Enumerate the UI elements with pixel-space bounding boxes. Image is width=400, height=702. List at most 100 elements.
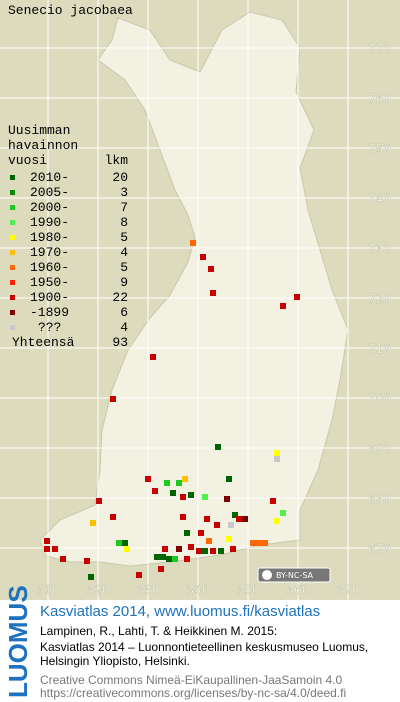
legend-heading: Uusimman <box>8 123 70 138</box>
legend-count: 9 <box>120 275 128 290</box>
citation: Helsingin Yliopisto, Helsinki. <box>40 654 190 668</box>
observation <box>90 520 96 526</box>
legend-total-label: Yhteensä <box>12 335 75 350</box>
observation <box>182 476 188 482</box>
observation <box>44 546 50 552</box>
grid-label: 720 <box>368 292 391 306</box>
observation <box>122 540 128 546</box>
observation <box>162 546 168 552</box>
observation <box>166 556 172 562</box>
observation <box>84 558 90 564</box>
legend-swatch <box>10 205 15 210</box>
observation <box>232 512 238 518</box>
observation <box>236 516 242 522</box>
legend-swatch <box>10 295 15 300</box>
grid-label: 330 <box>137 583 160 597</box>
grid-label: 760 <box>368 92 391 106</box>
observation <box>116 540 122 546</box>
observation <box>150 354 156 360</box>
observation <box>230 546 236 552</box>
brand: LUOMUS <box>3 585 33 698</box>
legend-swatch <box>10 190 15 195</box>
legend-label: 1990- <box>30 215 69 230</box>
observation <box>172 556 178 562</box>
observation <box>184 530 190 536</box>
grid-label: 690 <box>368 442 391 456</box>
observation <box>262 540 268 546</box>
grid-label: 340 <box>187 583 210 597</box>
observation <box>202 494 208 500</box>
observation <box>204 516 210 522</box>
legend-heading: lkm <box>105 153 129 168</box>
observation <box>176 480 182 486</box>
observation <box>160 554 166 560</box>
legend-swatch <box>10 280 15 285</box>
license-text: Creative Commons Nimeä-EiKaupallinen-Jaa… <box>40 673 342 687</box>
observation <box>188 492 194 498</box>
legend-label: 2010- <box>30 170 69 185</box>
observation <box>88 574 94 580</box>
observation <box>226 476 232 482</box>
legend-total-count: 93 <box>112 335 128 350</box>
observation <box>224 496 230 502</box>
grid-label: 740 <box>368 192 391 206</box>
observation <box>180 494 186 500</box>
observations <box>44 240 300 580</box>
observation <box>110 396 116 402</box>
observation <box>242 516 248 522</box>
legend-label: 1950- <box>30 275 69 290</box>
observation <box>196 548 202 554</box>
observation <box>188 544 194 550</box>
legend-label: 2000- <box>30 200 69 215</box>
observation <box>170 490 176 496</box>
legend-label: 1980- <box>30 230 69 245</box>
observation <box>52 546 58 552</box>
grid-label: 360 <box>287 583 310 597</box>
badge-box <box>257 567 331 583</box>
observation <box>280 510 286 516</box>
legend-label: -1899 <box>30 305 69 320</box>
observation <box>136 572 142 578</box>
grid-label: 750 <box>368 142 391 156</box>
legend-swatch <box>10 325 15 330</box>
observation <box>184 556 190 562</box>
observation <box>145 476 151 482</box>
citation: Kasviatlas 2014 – Luonnontieteellinen ke… <box>40 640 368 654</box>
legend-label: 1970- <box>30 245 69 260</box>
grid-label: 710 <box>368 342 391 356</box>
grid-label: 730 <box>368 242 391 256</box>
legend-heading: havainnon <box>8 138 78 153</box>
legend-label: ??? <box>38 320 61 335</box>
badge-icon <box>262 570 272 580</box>
observation <box>210 290 216 296</box>
observation <box>208 266 214 272</box>
observation <box>154 554 160 560</box>
grid-label: 770 <box>368 42 391 56</box>
legend-swatch <box>10 220 15 225</box>
legend-label: 1900- <box>30 290 69 305</box>
species-title: Senecio jacobaea <box>8 3 133 18</box>
observation <box>180 514 186 520</box>
grid-label: 700 <box>368 392 391 406</box>
observation <box>158 566 164 572</box>
grid-label: 310 <box>37 583 60 597</box>
observation <box>210 548 216 554</box>
observation <box>96 498 102 504</box>
observation <box>202 548 208 554</box>
legend-swatch <box>10 235 15 240</box>
citation: Lampinen, R., Lahti, T. & Heikkinen M. 2… <box>40 624 277 638</box>
observation <box>152 488 158 494</box>
observation <box>206 538 212 544</box>
legend-count: 20 <box>112 170 128 185</box>
observation <box>274 456 280 462</box>
legend-count: 4 <box>120 320 128 335</box>
observation <box>215 444 221 450</box>
observation <box>176 546 182 552</box>
legend: Uusimman havainnon vuosi lkm 2010- 20 2005… <box>8 123 128 350</box>
license-badge: BY-NC-SA <box>257 567 331 583</box>
observation <box>294 294 300 300</box>
legend-count: 8 <box>120 215 128 230</box>
legend-count: 7 <box>120 200 128 215</box>
legend-count: 4 <box>120 245 128 260</box>
